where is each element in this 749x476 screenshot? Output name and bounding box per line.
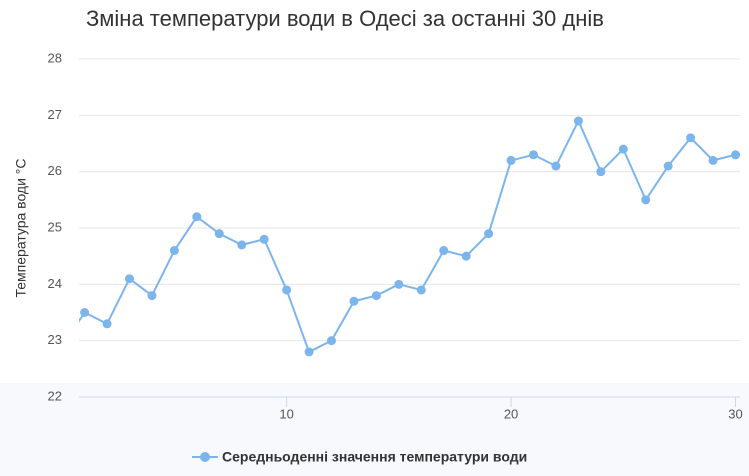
data-point xyxy=(551,161,561,171)
data-point xyxy=(304,347,314,357)
data-point xyxy=(371,291,381,301)
data-point xyxy=(573,116,583,126)
y-tick-label: 25 xyxy=(48,219,62,234)
data-point xyxy=(416,285,426,295)
data-point xyxy=(192,212,202,222)
data-point xyxy=(506,155,516,165)
chart-title: Зміна температури води в Одесі за останн… xyxy=(86,6,604,31)
x-tick-label: 30 xyxy=(728,406,742,421)
data-point xyxy=(394,279,404,289)
data-point xyxy=(259,234,269,244)
y-tick-label: 24 xyxy=(48,276,62,291)
x-tick-label: 20 xyxy=(504,406,518,421)
data-point xyxy=(169,246,179,256)
data-point xyxy=(349,296,359,306)
data-point xyxy=(282,285,292,295)
data-point xyxy=(214,229,224,239)
x-tick-label: 10 xyxy=(279,406,293,421)
legend-marker xyxy=(200,452,210,462)
y-tick-label: 23 xyxy=(48,332,62,347)
data-point xyxy=(663,161,673,171)
data-point xyxy=(618,144,628,154)
data-point xyxy=(327,336,337,346)
data-point xyxy=(461,251,471,261)
y-tick-label: 28 xyxy=(48,50,62,65)
data-point xyxy=(686,133,696,143)
data-point xyxy=(731,150,740,160)
data-point xyxy=(708,155,718,165)
data-point xyxy=(529,150,539,160)
legend-label: Середньоденні значення температури води xyxy=(222,449,527,465)
data-point xyxy=(237,240,247,250)
data-point xyxy=(596,167,606,177)
y-tick-label: 27 xyxy=(48,107,62,122)
y-axis-label: Температура води °C xyxy=(13,158,29,297)
footer-band xyxy=(0,383,749,476)
data-point xyxy=(484,229,494,239)
data-point xyxy=(102,319,112,329)
y-tick-label: 22 xyxy=(48,388,62,403)
data-point xyxy=(147,291,157,301)
data-point xyxy=(641,195,651,205)
y-tick-label: 26 xyxy=(48,163,62,178)
data-point xyxy=(80,308,90,317)
data-point xyxy=(439,246,449,256)
data-point xyxy=(125,274,135,284)
series-line xyxy=(79,118,736,354)
